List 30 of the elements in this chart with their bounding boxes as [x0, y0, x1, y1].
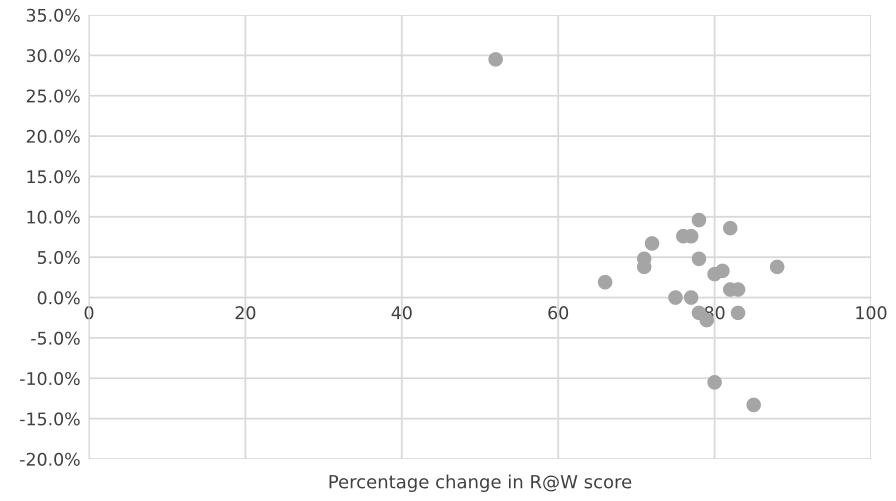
- point: [722, 220, 738, 236]
- point: [770, 260, 784, 274]
- y-tick-label: 20.0%: [26, 130, 80, 143]
- x-tick-label: 60: [548, 306, 568, 320]
- y-tick-label: -10.0%: [20, 372, 80, 386]
- y-tick-label: 15.0%: [27, 170, 80, 184]
- x-tick-label: 40: [392, 306, 412, 320]
- y-tick-label: -5.0%: [31, 332, 80, 345]
- point: [692, 252, 706, 266]
- y-tick-label: 10.0%: [27, 210, 80, 224]
- y-tick-label: 0.0%: [38, 291, 80, 304]
- y-tick-label: 25.0%: [26, 89, 80, 103]
- y-tick-label: -20.0%: [20, 452, 80, 466]
- point: [644, 236, 660, 251]
- x-tick-label: 100: [856, 306, 886, 320]
- x-axis-title: Percentage change in R@W score: [330, 474, 632, 492]
- x-tick-label: 20: [236, 306, 256, 320]
- y-tick-label: -15.0%: [20, 412, 80, 426]
- point: [488, 52, 503, 67]
- y-tick-label: 30.0%: [26, 49, 80, 62]
- point: [746, 398, 761, 412]
- point: [730, 306, 746, 320]
- point: [598, 274, 612, 290]
- point: [707, 375, 722, 390]
- point: [684, 290, 698, 305]
- point: [715, 264, 730, 278]
- y-tick-label: 5.0%: [38, 250, 80, 264]
- point: [668, 290, 683, 305]
- point: [692, 212, 706, 228]
- y-tick-label: 35.0%: [26, 8, 80, 22]
